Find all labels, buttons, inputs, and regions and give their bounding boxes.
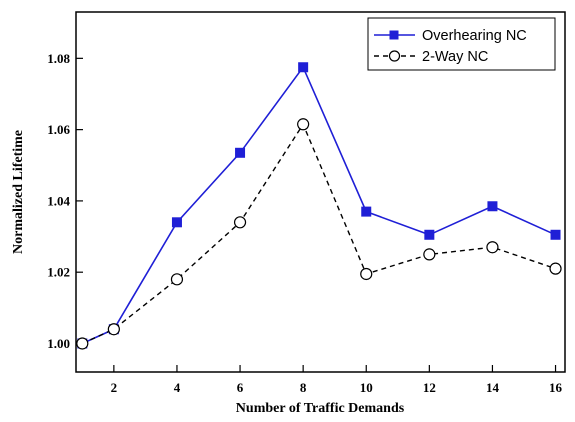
legend-entry-2way: 2-Way NC bbox=[374, 49, 488, 65]
x-tick-label: 4 bbox=[174, 380, 181, 395]
data-point bbox=[549, 262, 562, 275]
series-overhearing-nc bbox=[77, 62, 561, 349]
data-point bbox=[235, 147, 246, 158]
legend-marker-overhearing bbox=[389, 30, 399, 40]
data-point bbox=[107, 323, 120, 336]
x-tick-label: 14 bbox=[486, 380, 500, 395]
y-tick-label: 1.00 bbox=[47, 336, 70, 351]
series-2-way-nc bbox=[76, 118, 562, 350]
data-point bbox=[424, 229, 435, 240]
data-point bbox=[550, 229, 561, 240]
legend-marker-2way bbox=[388, 50, 401, 62]
data-point bbox=[487, 201, 498, 212]
y-tick-label: 1.06 bbox=[47, 122, 70, 137]
x-tick-label: 8 bbox=[300, 380, 307, 395]
y-tick-label: 1.08 bbox=[47, 51, 70, 66]
legend-box bbox=[367, 17, 556, 71]
x-axis-title: Number of Traffic Demands bbox=[236, 401, 405, 416]
series-layer bbox=[76, 62, 562, 350]
legend-entry-overhearing: Overhearing NC bbox=[374, 28, 527, 44]
data-point bbox=[233, 216, 247, 229]
data-point bbox=[171, 217, 182, 228]
data-point bbox=[298, 62, 309, 73]
legend-label-overhearing: Overhearing NC bbox=[422, 28, 527, 44]
data-point bbox=[360, 267, 373, 281]
series-line bbox=[81, 65, 556, 345]
data-point bbox=[486, 241, 499, 254]
y-axis: 1.00 1.02 1.04 1.06 1.08 bbox=[47, 51, 83, 351]
x-axis: 2 4 6 8 10 12 14 16 bbox=[111, 365, 563, 395]
data-point bbox=[170, 273, 184, 286]
x-tick-label: 10 bbox=[360, 380, 373, 395]
x-tick-label: 16 bbox=[549, 380, 563, 395]
y-axis-title: Normalized Lifetime bbox=[11, 130, 26, 254]
x-tick-label: 6 bbox=[237, 380, 244, 395]
plot-area-frame bbox=[75, 11, 566, 373]
legend-label-2way: 2-Way NC bbox=[422, 49, 488, 65]
y-tick-label: 1.02 bbox=[47, 265, 70, 280]
data-point bbox=[297, 118, 310, 131]
data-point bbox=[76, 337, 89, 350]
y-tick-label: 1.04 bbox=[47, 193, 70, 208]
legend: Overhearing NC 2-Way NC bbox=[367, 17, 556, 71]
data-point bbox=[361, 206, 372, 217]
series-line bbox=[82, 122, 556, 345]
x-tick-label: 2 bbox=[111, 380, 118, 395]
data-point bbox=[423, 248, 436, 261]
x-tick-label: 12 bbox=[423, 380, 436, 395]
